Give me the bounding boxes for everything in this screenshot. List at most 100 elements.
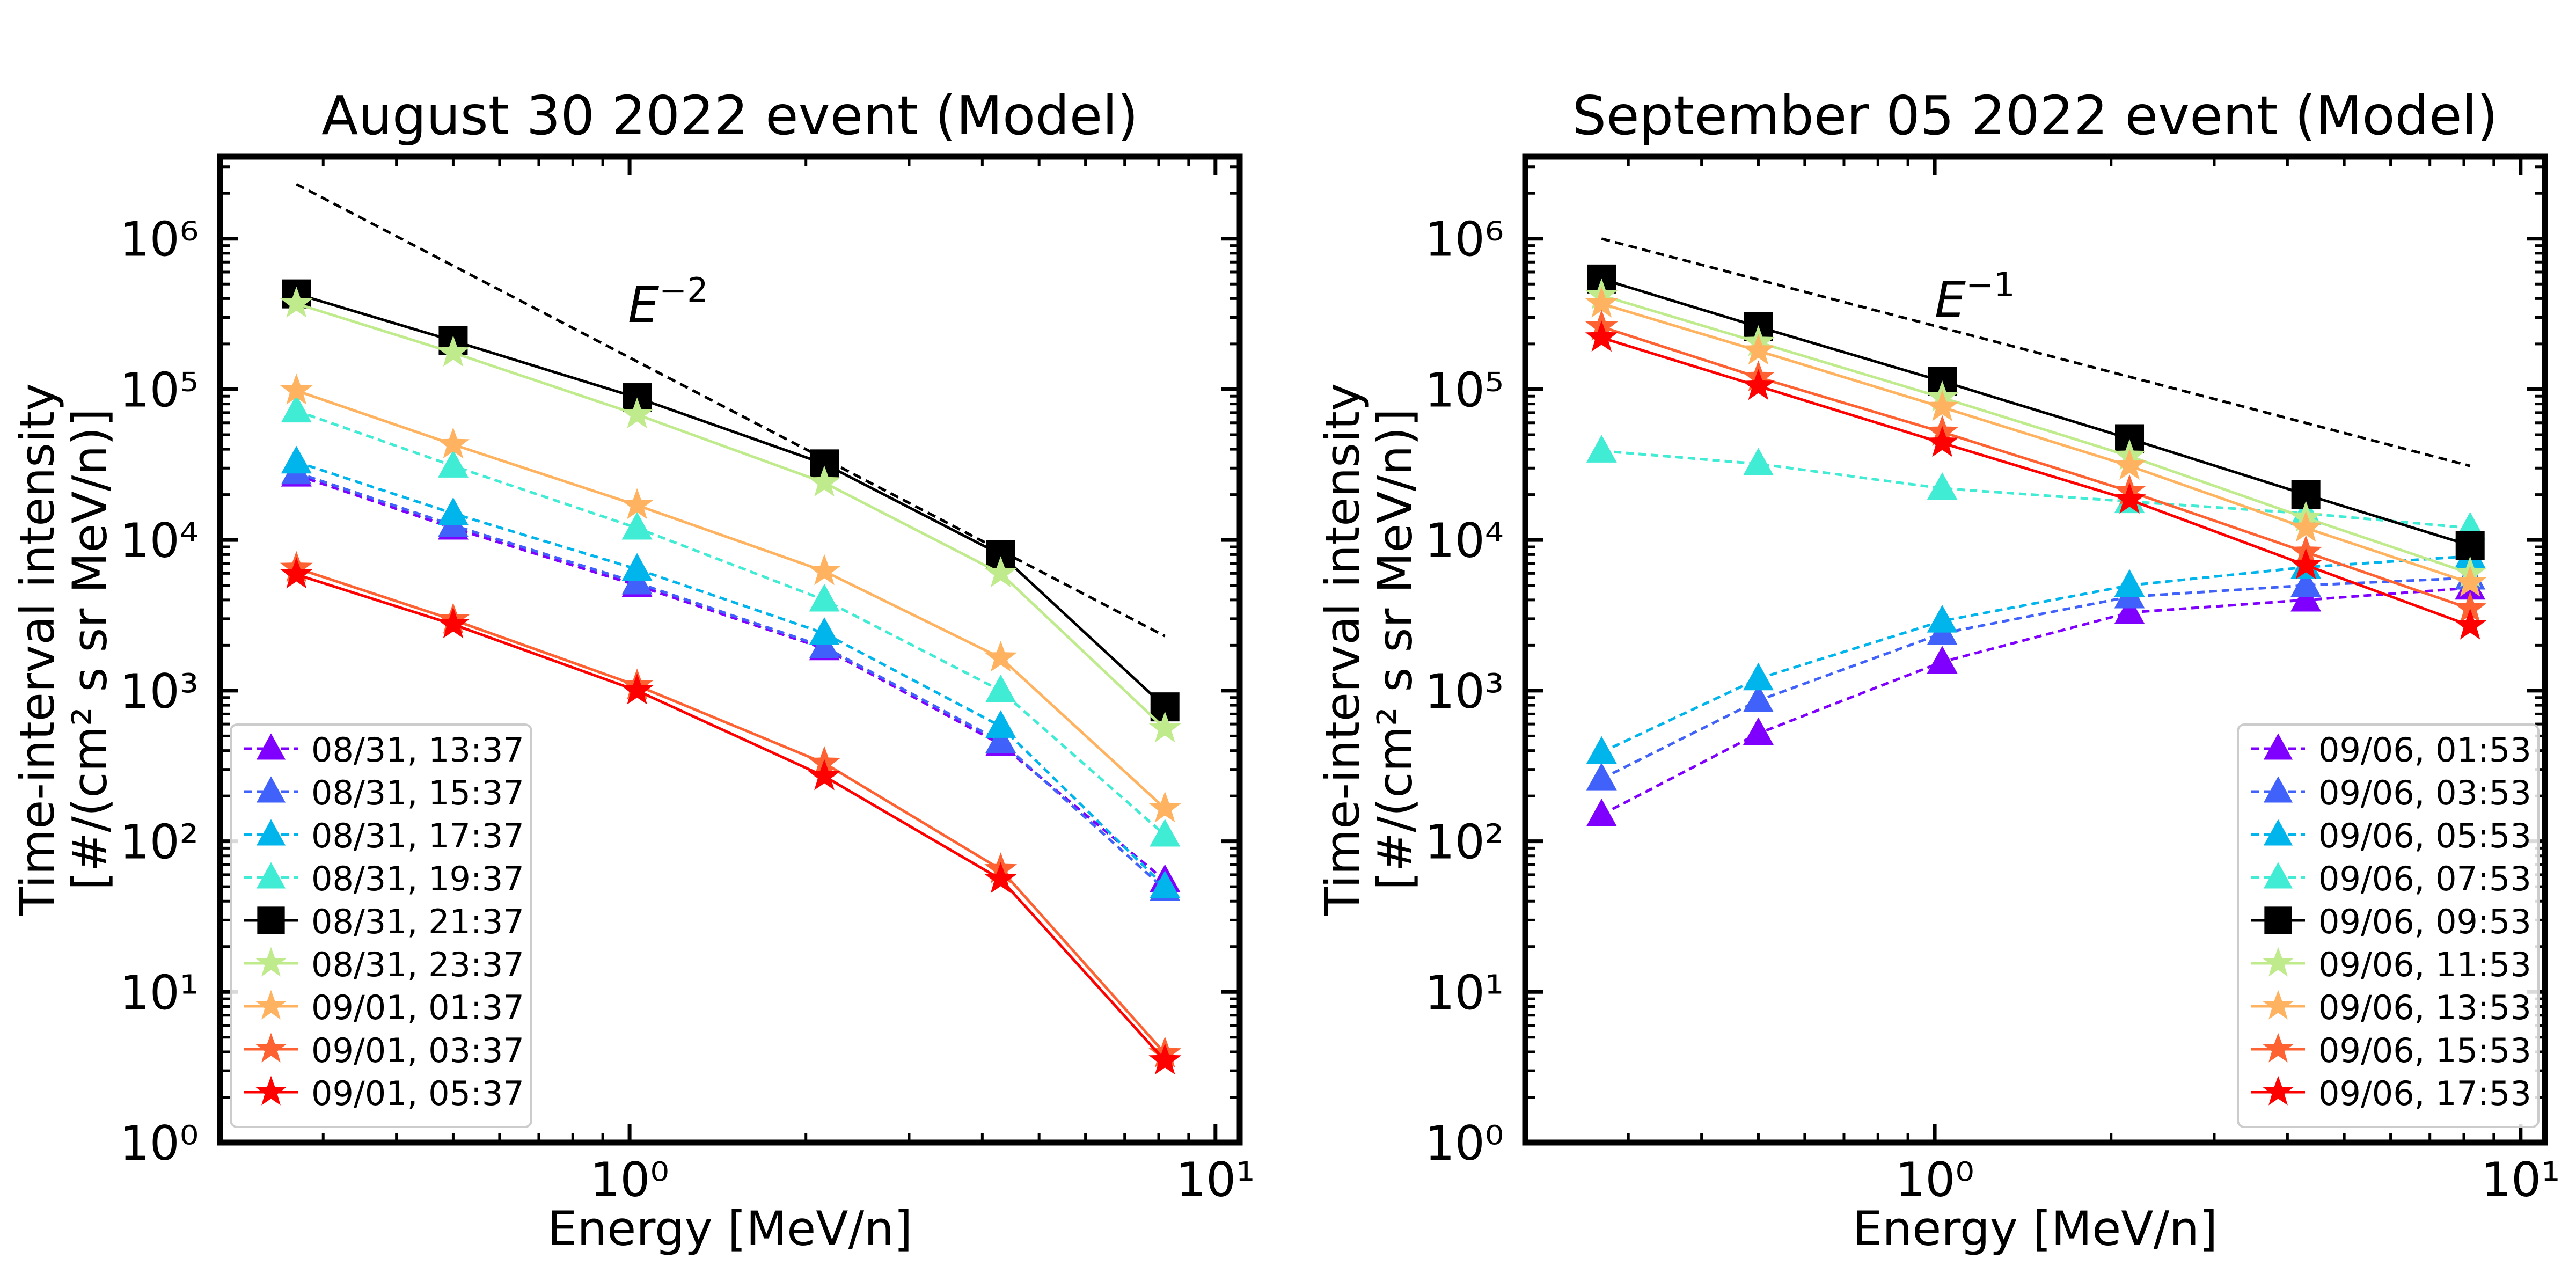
legend-marker: [2263, 1033, 2294, 1063]
data-point: [1148, 1043, 1182, 1075]
legend-marker: [2263, 776, 2293, 803]
series-line: [1601, 325, 2471, 610]
legend-label: 08/31, 21:37: [311, 902, 524, 941]
legend-label: 08/31, 17:37: [311, 816, 524, 855]
y-tick-label: 10⁶: [120, 212, 199, 267]
y-tick-label: 10⁴: [120, 513, 199, 568]
data-point: [437, 607, 470, 639]
legend-box: [230, 723, 532, 1128]
legend-label: 09/06, 01:53: [2318, 730, 2531, 770]
series-line: [296, 573, 1166, 1062]
series-line: [296, 302, 1166, 730]
y-tick-label: 10³: [1425, 664, 1504, 719]
data-point: [2289, 510, 2323, 542]
x-tick-label: 10⁰: [590, 1152, 669, 1208]
legend-label: 09/01, 03:37: [311, 1031, 524, 1070]
y-tick-label: 10¹: [120, 965, 199, 1020]
data-point: [1586, 435, 1617, 463]
data-point: [1148, 791, 1182, 823]
y-tick-label: 10⁶: [1425, 212, 1504, 267]
data-point: [2113, 482, 2146, 514]
data-point: [1743, 684, 1774, 712]
data-point: [620, 488, 654, 519]
legend-marker: [2263, 862, 2293, 889]
data-point: [984, 862, 1018, 894]
legend-marker: [2263, 1075, 2294, 1106]
data-point: [985, 710, 1016, 738]
data-point: [1585, 320, 1618, 352]
legend-marker: [2264, 906, 2292, 934]
data-point: [808, 465, 841, 497]
data-point: [809, 583, 840, 612]
data-point: [281, 445, 312, 474]
plot-area: E−2: [280, 182, 1182, 1075]
chart-panel-september: E−1 10⁰ 10¹ 10² 10³ 10⁴ 10⁵ 10⁶ 10⁰ 10¹ Septembe…: [1315, 84, 2560, 1256]
reference-power-law-line: [1601, 237, 2471, 467]
legend-label: 08/31, 15:37: [311, 773, 524, 813]
legend-label: 09/06, 15:53: [2318, 1031, 2531, 1070]
data-point: [2114, 569, 2145, 597]
reference-line-label: E−2: [628, 270, 708, 334]
legend-marker: [255, 990, 287, 1020]
data-point: [1927, 605, 1958, 633]
data-point: [437, 450, 469, 478]
series-line: [1601, 576, 2470, 780]
series-line: [1601, 449, 2470, 530]
data-point: [1743, 662, 1774, 691]
legend-label: 09/06, 07:53: [2318, 859, 2531, 898]
data-point: [985, 674, 1016, 702]
legend-label: 09/01, 05:37: [311, 1074, 524, 1113]
series-line: [1601, 336, 2471, 627]
y-tick-label: 10⁴: [1425, 513, 1504, 568]
data-point: [280, 373, 313, 405]
data-point: [2289, 548, 2323, 580]
legend-box: [2237, 723, 2540, 1128]
x-axis-label: Energy [MeV/n]: [547, 1201, 912, 1256]
y-tick-label: 10¹: [1425, 965, 1504, 1020]
legend-marker: [255, 947, 287, 977]
data-point: [809, 617, 840, 645]
series-line: [296, 567, 1166, 1055]
legend-marker: [255, 1075, 287, 1106]
data-point: [1586, 763, 1617, 791]
data-point: [281, 394, 312, 423]
data-point: [1927, 472, 1958, 500]
legend-label: 09/06, 17:53: [2318, 1074, 2531, 1113]
data-point: [1743, 448, 1774, 475]
data-point: [621, 553, 653, 581]
legend-marker: [256, 862, 286, 889]
data-point: [2455, 531, 2485, 560]
data-point: [1585, 286, 1618, 318]
plot-frame: [217, 153, 1243, 1146]
data-point: [2290, 583, 2322, 612]
legend-marker: [257, 906, 285, 934]
plot-area: E−1: [1585, 237, 2487, 826]
data-point: [1150, 870, 1181, 898]
series-line: [1601, 587, 2470, 816]
legend-marker: [255, 1033, 287, 1063]
axis-ticks: 10⁰ 10¹ 10² 10³ 10⁴ 10⁵ 10⁶ 10⁰ 10¹: [120, 157, 1255, 1208]
legend-label: 09/06, 05:53: [2318, 816, 2531, 855]
data-point: [1926, 426, 1959, 457]
series-line: [1601, 294, 2471, 575]
y-tick-label: 10⁵: [1425, 362, 1504, 418]
data-point: [280, 557, 313, 589]
data-point: [620, 397, 654, 429]
y-axis-label-line2: [#/(cm² s sr MeV/n)]: [62, 408, 118, 890]
legend-marker: [2263, 947, 2294, 977]
data-point: [437, 497, 469, 525]
data-point: [2113, 449, 2146, 480]
series-line: [1601, 277, 2471, 547]
series-line: [296, 292, 1166, 708]
y-axis-label-line2: [#/(cm² s sr MeV/n)]: [1367, 408, 1423, 890]
data-point: [985, 725, 1016, 753]
legend-label: 09/06, 09:53: [2318, 902, 2531, 941]
y-tick-label: 10³: [120, 664, 199, 719]
data-point: [620, 673, 654, 705]
data-point: [1926, 390, 1959, 421]
data-point: [2290, 569, 2322, 597]
data-point: [1586, 799, 1617, 826]
legend-marker: [256, 819, 286, 846]
data-point: [1586, 736, 1617, 764]
